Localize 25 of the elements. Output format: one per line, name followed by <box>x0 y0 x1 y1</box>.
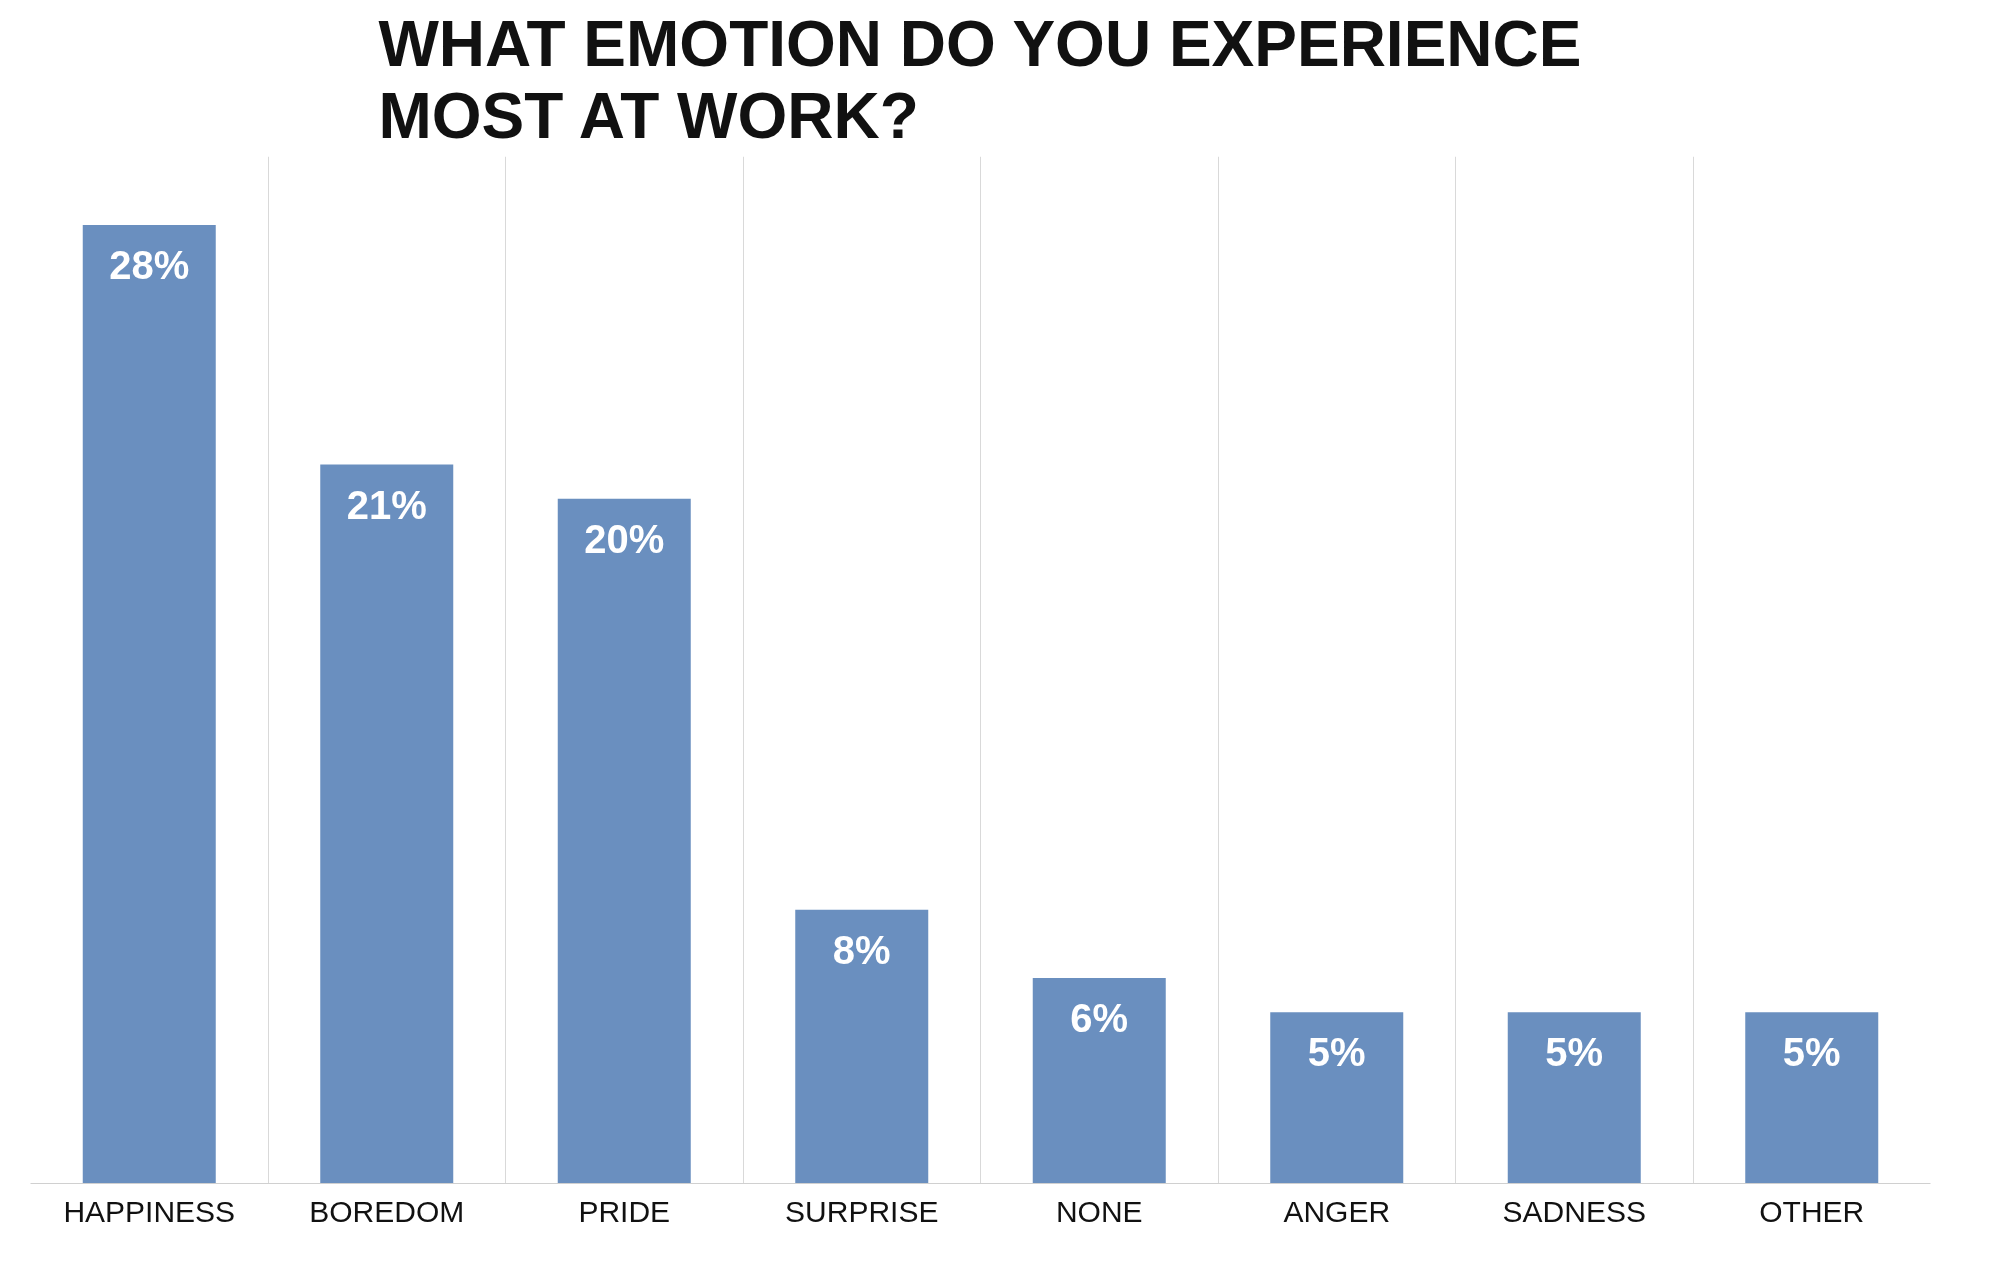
x-tick-label: HAPPINESS <box>63 1194 236 1228</box>
x-tick-label: PRIDE <box>578 1194 671 1228</box>
x-tick-label: NONE <box>1055 1194 1143 1228</box>
bar <box>557 498 691 1184</box>
data-label: 5% <box>1782 1030 1841 1075</box>
data-label: 28% <box>109 242 190 287</box>
bar <box>1270 1012 1404 1184</box>
bar <box>1745 1012 1879 1184</box>
data-label: 6% <box>1070 996 1129 1041</box>
x-tick-label: BOREDOM <box>309 1194 465 1228</box>
x-tick-label: OTHER <box>1759 1194 1865 1228</box>
data-label: 20% <box>584 516 665 561</box>
bar <box>795 909 929 1184</box>
bar <box>320 464 454 1184</box>
data-label: 8% <box>832 927 891 972</box>
x-tick-label: SURPRISE <box>785 1194 939 1228</box>
data-label: 21% <box>346 482 427 527</box>
bar <box>1507 1012 1641 1184</box>
data-label: 5% <box>1545 1030 1604 1075</box>
x-tick-label: ANGER <box>1283 1194 1391 1228</box>
bar <box>1032 978 1166 1184</box>
x-tick-label: SADNESS <box>1502 1194 1646 1228</box>
chart-title: WHAT EMOTION DO YOU EXPERIENCE MOST AT WORK? <box>378 7 1582 152</box>
data-label: 5% <box>1307 1030 1366 1075</box>
bar <box>82 224 216 1184</box>
